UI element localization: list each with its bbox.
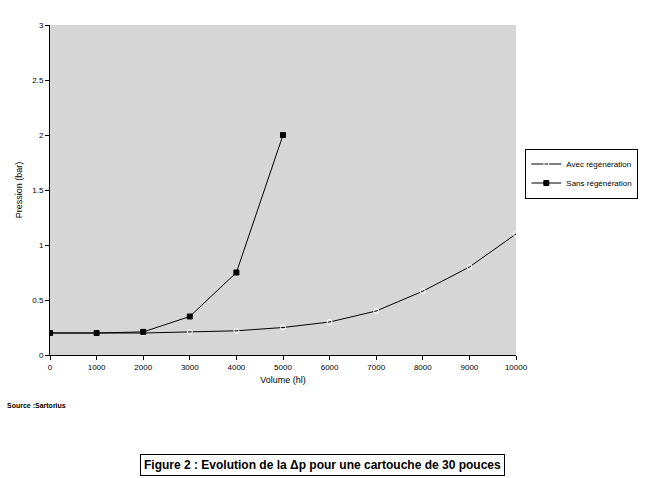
svg-text:Source :Sartorius: Source :Sartorius [7, 402, 66, 409]
svg-text:1: 1 [39, 241, 44, 250]
svg-text:Avec régénération: Avec régénération [566, 160, 631, 169]
svg-text:3000: 3000 [181, 363, 199, 372]
svg-text:0.5: 0.5 [32, 296, 44, 305]
svg-text:6000: 6000 [321, 363, 339, 372]
svg-text:Volume (hl): Volume (hl) [260, 375, 306, 385]
svg-text:4000: 4000 [228, 363, 246, 372]
svg-text:9000: 9000 [461, 363, 479, 372]
svg-text:8000: 8000 [414, 363, 432, 372]
svg-text:7000: 7000 [367, 363, 385, 372]
svg-text:3: 3 [39, 21, 44, 30]
svg-text:2000: 2000 [134, 363, 152, 372]
svg-text:Sans régénération: Sans régénération [566, 179, 631, 188]
svg-text:Figure 2 : Evolution de la Δp: Figure 2 : Evolution de la Δp pour une c… [144, 458, 501, 472]
svg-text:2.5: 2.5 [32, 76, 44, 85]
svg-text:5000: 5000 [274, 363, 292, 372]
svg-text:Pression (bar): Pression (bar) [14, 162, 24, 219]
svg-text:1.5: 1.5 [32, 186, 44, 195]
svg-text:0: 0 [39, 351, 44, 360]
svg-text:10000: 10000 [505, 363, 528, 372]
svg-text:2: 2 [39, 131, 44, 140]
svg-text:0: 0 [48, 363, 53, 372]
svg-text:1000: 1000 [88, 363, 106, 372]
